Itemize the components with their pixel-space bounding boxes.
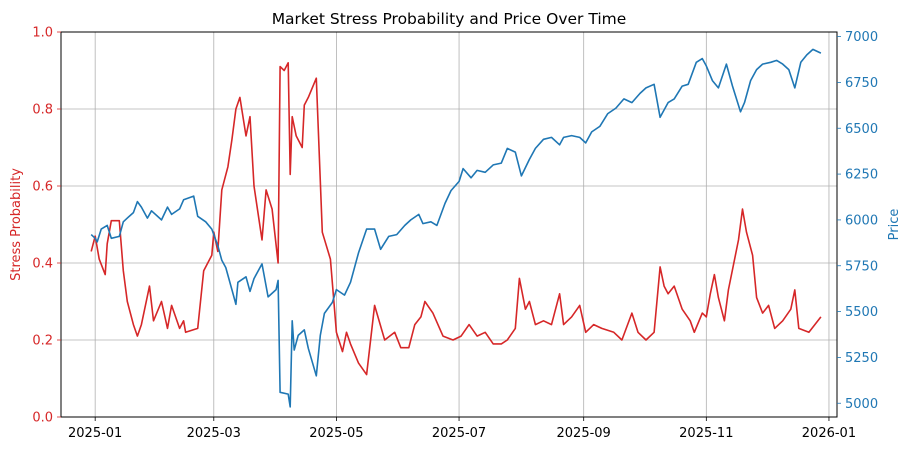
right-tick-label: 6500	[845, 122, 878, 137]
left-tick-label: 1.0	[32, 26, 53, 41]
x-tick-label: 2025-11	[679, 426, 733, 441]
x-tick-label: 2025-07	[432, 426, 486, 441]
left-tick-label: 0.0	[32, 411, 53, 426]
x-tick-label: 2025-09	[557, 426, 611, 441]
left-tick-label: 0.8	[32, 103, 53, 118]
stress-probability-line	[90, 61, 822, 376]
right-tick-label: 6250	[845, 168, 878, 183]
left-tick-label: 0.2	[32, 334, 53, 349]
x-tick-label: 2025-05	[309, 426, 363, 441]
series-layer	[90, 48, 822, 408]
right-tick-label: 7000	[845, 30, 878, 45]
x-tick-label: 2026-01	[802, 426, 856, 441]
left-tick-label: 0.6	[32, 180, 53, 195]
axes: 2025-01 2025-03 2025-05 2025-07 2025-09 2025-…	[32, 26, 878, 442]
right-tick-label: 6000	[845, 213, 878, 228]
x-tick-label: 2025-01	[68, 426, 122, 441]
right-tick-label: 6750	[845, 76, 878, 91]
price-line	[90, 48, 822, 408]
right-tick-label: 5000	[845, 397, 878, 412]
x-tick-label: 2025-03	[187, 426, 241, 441]
left-tick-label: 0.4	[32, 257, 53, 272]
left-axis-label: Stress Probability	[9, 168, 24, 281]
plot-frame	[60, 31, 838, 418]
right-tick-label: 5250	[845, 351, 878, 366]
right-tick-label: 5750	[845, 259, 878, 274]
right-axis-label: Price	[887, 209, 902, 241]
chart-title: Market Stress Probability and Price Over…	[272, 10, 627, 28]
right-tick-label: 5500	[845, 305, 878, 320]
